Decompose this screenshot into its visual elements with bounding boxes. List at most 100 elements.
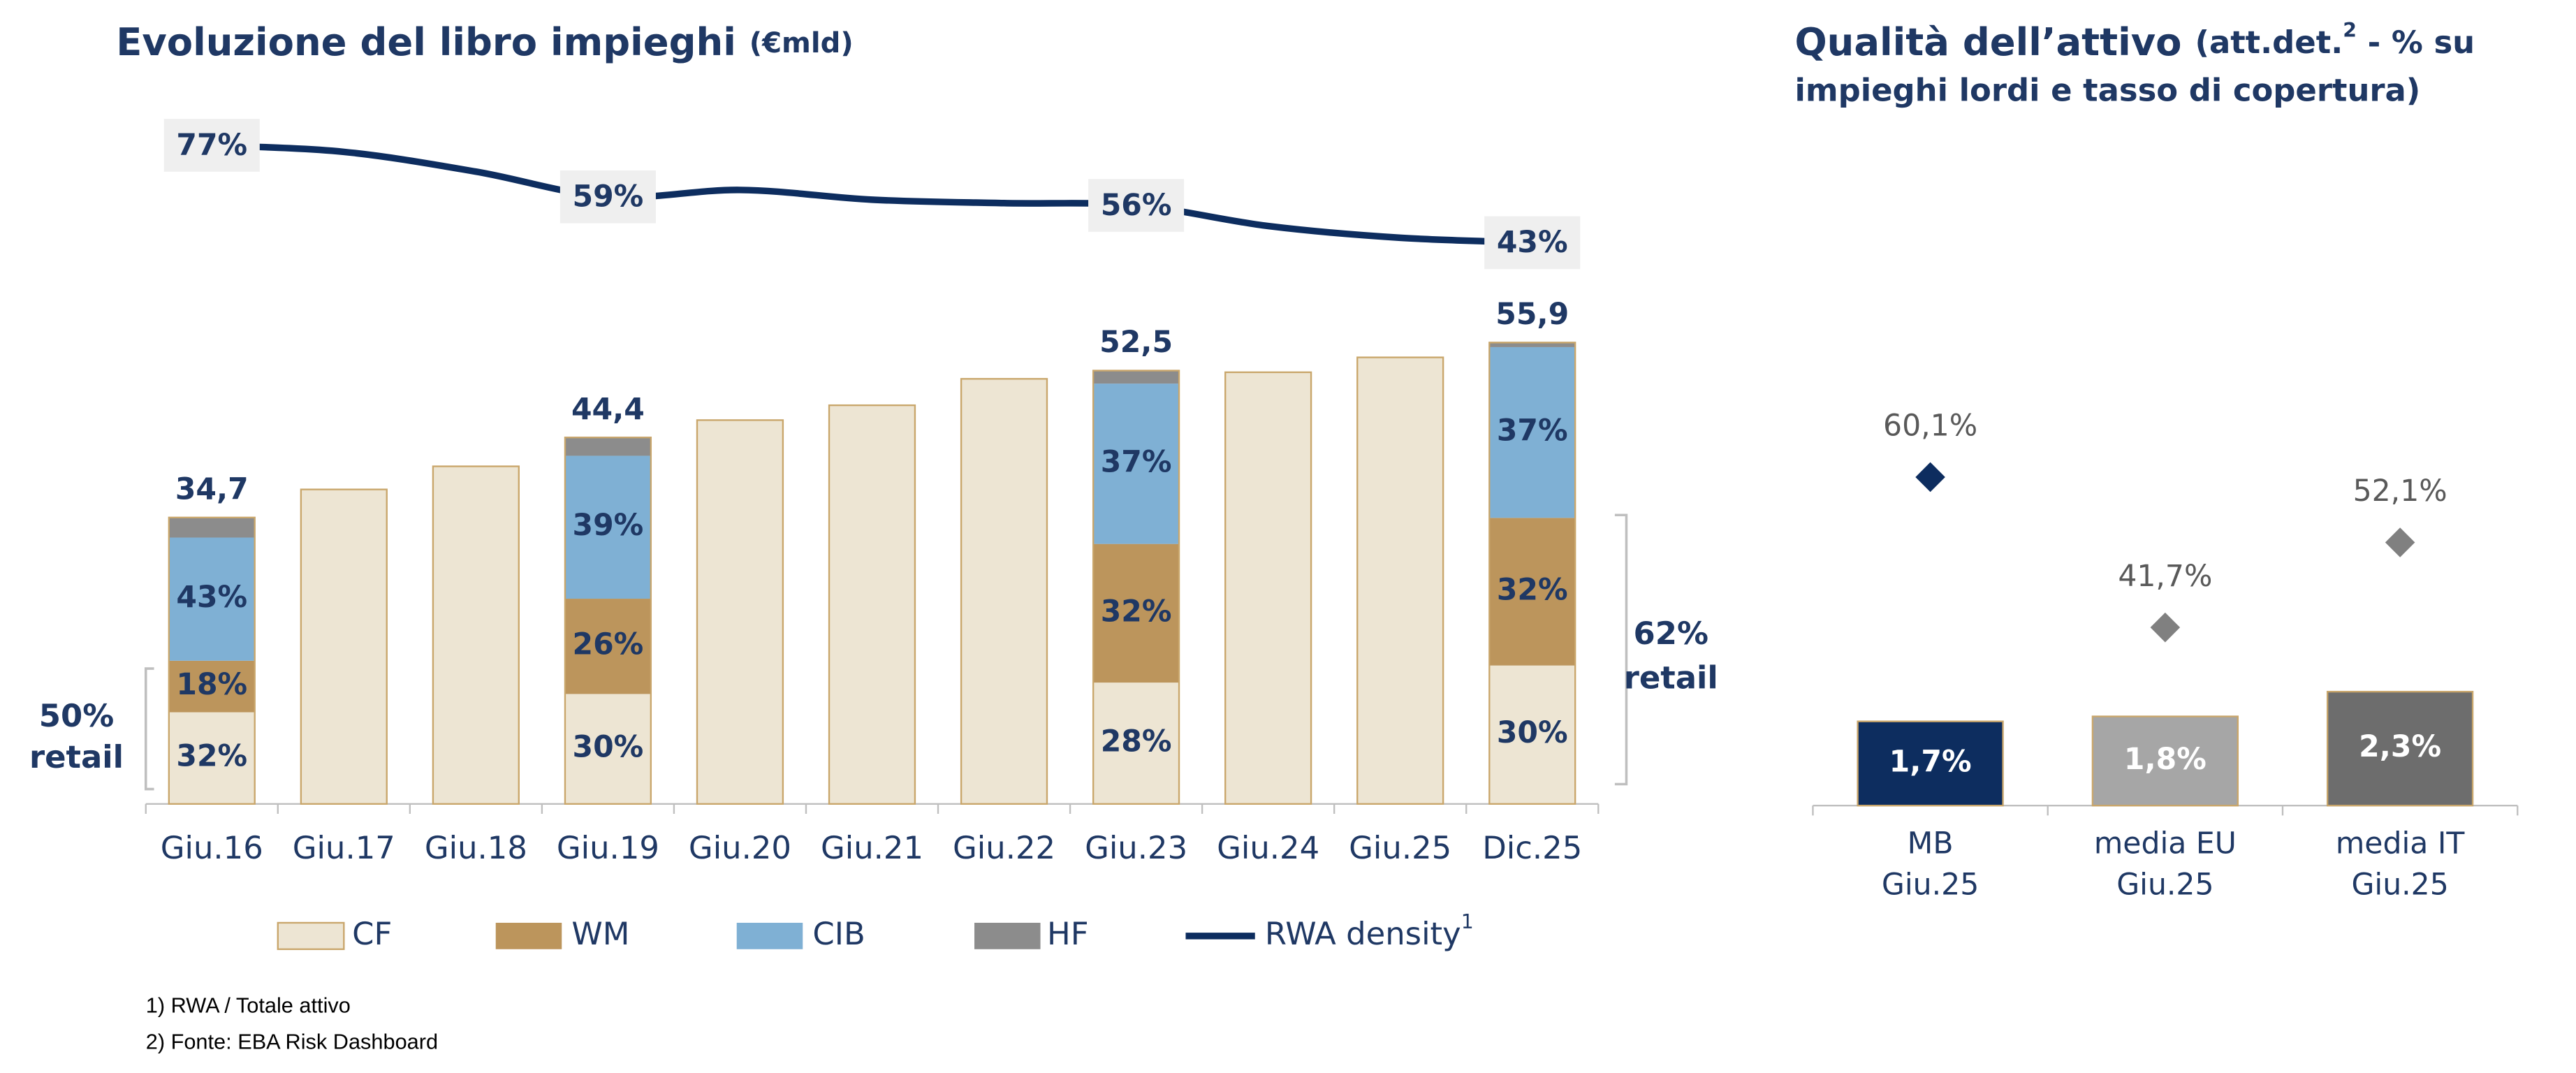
legend-swatch — [736, 922, 803, 949]
marker — [1915, 462, 1945, 492]
x-tick-label: MB — [1908, 826, 1954, 861]
data-label: 32% — [176, 740, 247, 774]
label-box — [163, 119, 260, 172]
x-tick-label: Giu.21 — [821, 829, 923, 866]
x-tick-label: Giu.19 — [557, 829, 659, 866]
bar-segment — [168, 517, 255, 538]
x-tick-label: Giu.18 — [425, 829, 527, 866]
title-text: Qualità dell’attivo — [1794, 20, 2181, 64]
data-label: 37% — [1101, 445, 1172, 479]
legend-swatch — [974, 922, 1041, 949]
bar-segment — [1093, 543, 1180, 683]
label-box — [559, 170, 656, 224]
bar — [1224, 371, 1312, 805]
bar-outline — [1488, 342, 1576, 805]
x-tick-label: Giu.20 — [689, 829, 791, 866]
data-label: 37% — [1497, 414, 1568, 448]
x-tick-label: Giu.22 — [953, 829, 1055, 866]
total-label: 52,5 — [1099, 326, 1173, 360]
bar-segment — [1489, 346, 1576, 518]
x-tick-label: Giu.17 — [293, 829, 395, 866]
superscript: 1 — [1461, 910, 1474, 933]
x-tick-label: Dic.25 — [1482, 829, 1582, 866]
bracket — [144, 667, 154, 791]
data-label: 32% — [1497, 573, 1568, 607]
legend-text: RWA density — [1265, 915, 1461, 952]
bar — [1857, 720, 2004, 807]
data-label: 30% — [573, 731, 644, 765]
data-label: 56% — [1101, 189, 1172, 223]
data-label: 39% — [573, 509, 644, 543]
bar-segment — [1489, 342, 1576, 347]
subtitle: impieghi lordi e tasso di copertura) — [1794, 71, 2420, 108]
bar-segment — [168, 660, 255, 713]
marker-label: 60,1% — [1883, 409, 1977, 444]
bar-outline — [564, 437, 652, 805]
annotation: retail — [1624, 659, 1718, 696]
legend-swatch — [277, 921, 345, 950]
label-box — [1484, 216, 1581, 270]
label-box — [1088, 179, 1185, 232]
bar — [960, 378, 1048, 805]
legend-label: RWA density1 — [1265, 910, 1474, 952]
subtitle: (€mld) — [749, 27, 854, 59]
total-label: 34,7 — [175, 473, 249, 507]
x-tick-label: Giu.24 — [1217, 829, 1319, 866]
bar-segment — [564, 437, 651, 456]
x-tick-label: Giu.25 — [1349, 829, 1451, 866]
data-label: 2,3% — [2359, 730, 2441, 764]
legend-label: CF — [352, 915, 392, 952]
data-label: 32% — [1101, 594, 1172, 629]
total-label: 55,9 — [1495, 298, 1569, 332]
bar-segment — [1489, 665, 1576, 804]
x-tick-label: media EU — [2094, 826, 2237, 861]
data-label: 77% — [176, 129, 247, 163]
legend-label: WM — [571, 915, 629, 952]
bar-segment — [1093, 384, 1180, 544]
x-tick-label: Giu.25 — [2116, 868, 2213, 902]
footnote: 1) RWA / Totale attivo — [146, 993, 351, 1018]
marker — [2385, 527, 2415, 557]
bar — [432, 465, 520, 805]
bar — [696, 419, 784, 805]
data-label: 43% — [1497, 226, 1568, 260]
marker — [2150, 612, 2181, 643]
data-label: 1,7% — [1889, 745, 1972, 779]
bar-segment — [1489, 518, 1576, 666]
x-tick-label: Giu.25 — [2351, 868, 2448, 902]
data-label: 43% — [176, 581, 247, 615]
bracket — [1614, 513, 1628, 786]
legend-label: HF — [1047, 915, 1089, 952]
x-tick-label: media IT — [2336, 826, 2465, 861]
title-text: Evoluzione del libro impieghi — [116, 20, 736, 64]
bar — [2326, 690, 2474, 807]
bar — [300, 488, 388, 805]
legend-swatch — [495, 922, 562, 949]
data-label: 30% — [1497, 716, 1568, 750]
annotation: retail — [29, 738, 124, 775]
subtitle: (att.det. — [2195, 24, 2343, 61]
annotation: 62% — [1634, 615, 1708, 652]
data-label: 59% — [573, 180, 644, 214]
chart-title: Evoluzione del libro impieghi (€mld) — [116, 20, 854, 64]
superscript: 2 — [2343, 19, 2357, 42]
bar-segment — [168, 537, 255, 661]
subtitle: - % su — [2357, 24, 2475, 61]
line — [212, 142, 1532, 247]
bar-segment — [564, 455, 651, 599]
x-tick-label: Giu.25 — [1882, 868, 1979, 902]
bar — [1356, 356, 1444, 805]
bar-outline — [168, 516, 256, 805]
bar-segment — [1093, 683, 1180, 804]
footnote: 2) Fonte: EBA Risk Dashboard — [146, 1030, 438, 1054]
bar-segment — [564, 694, 651, 804]
annotation: 50% — [39, 697, 114, 734]
x-tick-label: Giu.16 — [161, 829, 263, 866]
marker-label: 52,1% — [2353, 474, 2447, 509]
total-label: 44,4 — [571, 393, 645, 427]
bar — [2091, 715, 2239, 807]
data-label: 28% — [1101, 724, 1172, 759]
bar-segment — [168, 712, 255, 804]
